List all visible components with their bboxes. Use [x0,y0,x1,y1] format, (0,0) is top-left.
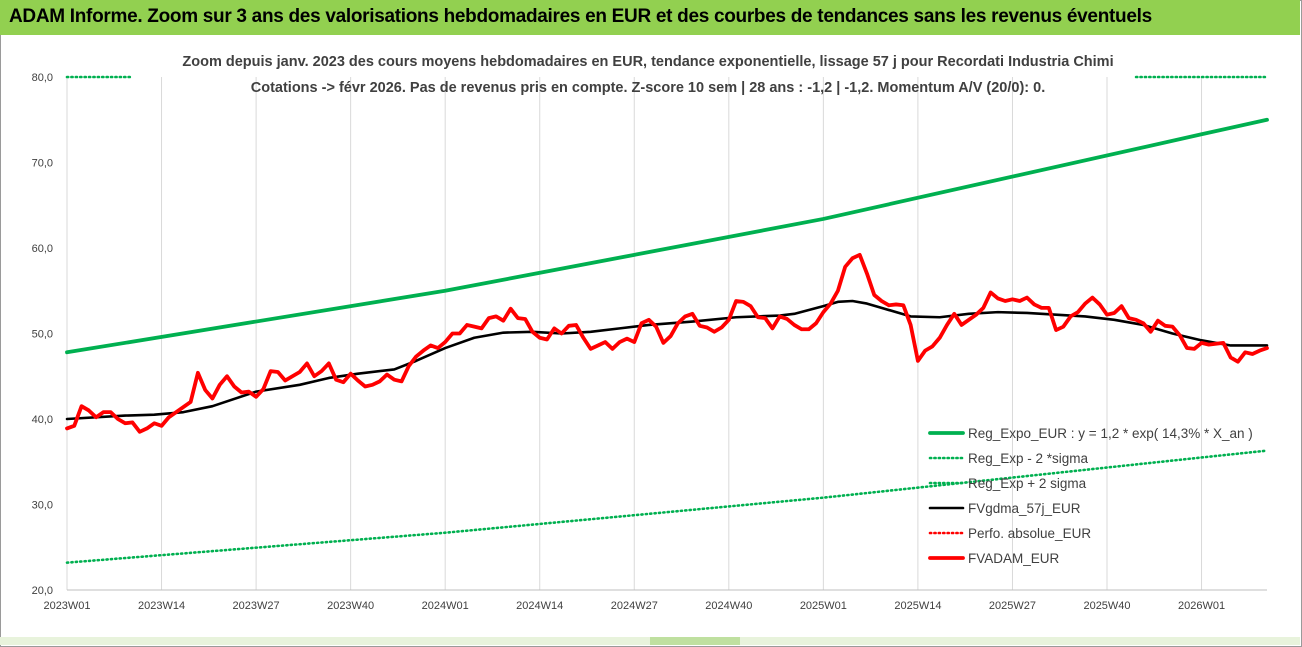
x-tick-label: 2023W27 [233,600,280,612]
series-group [65,75,1269,564]
chart-subtitle-line-2: Cotations -> févr 2026. Pas de revenus p… [251,80,1045,96]
x-tick-label: 2025W40 [1083,600,1130,612]
legend-label: FVADAM_EUR [968,551,1060,566]
x-tick-label: 2024W40 [705,600,752,612]
header-bar: ADAM Informe. Zoom sur 3 ans des valoris… [0,0,1300,35]
series-line-3 [65,299,1269,421]
y-tick-label: 20,0 [32,585,53,597]
legend-label: Reg_Expo_EUR : y = 1,2 * exp( 14,3% * X_… [968,426,1253,441]
legend-label: Perfo. absolue_EUR [968,526,1091,541]
x-tick-label: 2024W14 [516,600,563,612]
y-tick-label: 30,0 [32,500,53,512]
x-tick-label: 2023W40 [327,600,374,612]
chart-subtitle-line-1: Zoom depuis janv. 2023 des cours moyens … [182,54,1113,70]
y-tick-label: 40,0 [32,414,53,426]
legend-label: Reg_Exp - 2 *sigma [968,451,1089,466]
x-tick-label: 2024W01 [422,600,469,612]
scrollbar-thumb[interactable] [650,637,740,645]
legend-label: Reg_Exp + 2 sigma [968,476,1087,491]
header-title: ADAM Informe. Zoom sur 3 ans des valoris… [9,6,1152,27]
legend-label: FVgdma_57j_EUR [968,501,1081,516]
x-tick-label: 2023W14 [138,600,185,612]
series-line-5 [65,252,1269,434]
x-axis-ticks: 2023W01 2023W14 2023W27 2023W40 2024W01 2024W… [43,600,1225,612]
y-tick-label: 80,0 [32,72,53,84]
x-tick-label: 2025W27 [989,600,1036,612]
chart-subtitle: Zoom depuis janv. 2023 des cours moyens … [182,54,1113,96]
x-tick-label: 2026W01 [1178,600,1225,612]
gridlines [66,77,1203,590]
y-tick-label: 60,0 [32,243,53,255]
legend: Reg_Expo_EUR : y = 1,2 * exp( 14,3% * X_… [928,426,1253,566]
x-tick-label: 2023W01 [43,600,90,612]
y-tick-label: 70,0 [32,158,53,170]
series-line-0 [65,117,1269,355]
y-axis-ticks: 20,0 30,0 40,0 50,0 60,0 70,0 80,0 [32,72,53,597]
x-tick-label: 2025W01 [800,600,847,612]
series-line-1 [65,449,1269,564]
x-tick-label: 2025W14 [894,600,941,612]
chart-area: 20,030,040,050,060,070,080,0 2023W01 2023… [32,54,1269,612]
x-tick-label: 2024W27 [611,600,658,612]
y-tick-label: 50,0 [32,329,53,341]
